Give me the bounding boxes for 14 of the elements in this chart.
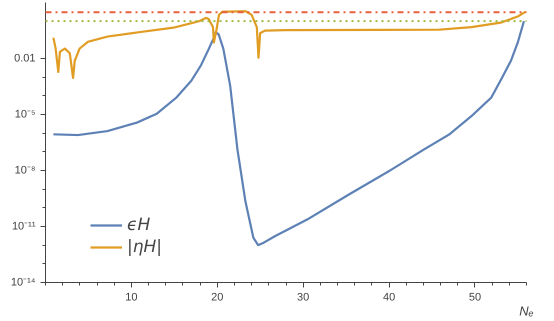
- y-tick-label: 0.01: [14, 52, 36, 64]
- x-tick-label: 20: [211, 292, 224, 304]
- legend-label: ϵH: [127, 215, 150, 235]
- y-tick-label: 10⁻¹⁴: [10, 276, 36, 288]
- x-axis-title: Nₑ: [519, 304, 534, 318]
- line-series: [52, 10, 526, 80]
- x-tick-label: 40: [382, 292, 396, 304]
- x-tick-label: 50: [468, 292, 482, 304]
- y-tick-label: 10⁻⁸: [14, 164, 36, 176]
- x-tick-label: 30: [297, 292, 310, 304]
- x-tick-label: 10: [125, 292, 138, 304]
- y-tick-label: 10⁻¹¹: [12, 220, 36, 232]
- legend-label: |ηH|: [127, 237, 162, 257]
- y-tick-label: 10⁻⁵: [14, 108, 36, 120]
